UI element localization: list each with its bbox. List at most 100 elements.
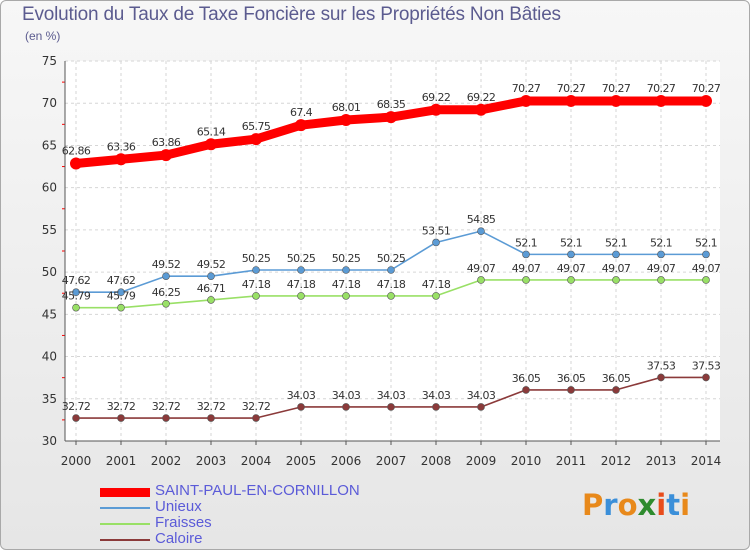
data-label: 63.36 — [107, 140, 136, 153]
data-label: 49.52 — [152, 258, 181, 271]
grid — [65, 60, 720, 442]
x-tick-label: 2001 — [106, 454, 137, 468]
data-label: 49.07 — [692, 262, 721, 275]
y-tick-label: 40 — [42, 350, 57, 364]
x-tick-label: 2002 — [151, 454, 182, 468]
data-point — [342, 266, 350, 274]
data-label: 34.03 — [287, 389, 316, 402]
data-point — [657, 373, 665, 382]
data-point — [117, 303, 125, 312]
data-label: 45.79 — [62, 290, 91, 303]
data-point — [117, 288, 125, 297]
data-point — [657, 250, 665, 259]
data-label: 47.18 — [242, 278, 271, 291]
y-tick-label: 35 — [42, 392, 57, 406]
y-tick-label: 65 — [42, 138, 57, 152]
logo-letter: o — [617, 488, 638, 522]
data-point — [297, 292, 305, 300]
data-label: 47.18 — [287, 278, 316, 291]
data-point — [432, 292, 440, 300]
data-point — [432, 238, 440, 247]
data-label: 32.72 — [152, 400, 181, 413]
data-point — [657, 276, 665, 284]
data-point — [475, 103, 487, 116]
data-label: 50.25 — [332, 252, 361, 265]
data-point — [162, 272, 170, 280]
data-point — [522, 386, 530, 394]
data-label: 49.07 — [602, 262, 631, 275]
chart-subtitle: (en %) — [25, 29, 61, 43]
data-label: 70.27 — [557, 82, 586, 95]
x-tick-label: 2009 — [466, 454, 497, 468]
data-label: 47.62 — [107, 274, 136, 287]
data-point — [115, 153, 127, 166]
data-point — [567, 276, 575, 284]
data-point — [297, 403, 305, 411]
x-tick-label: 2013 — [646, 454, 677, 468]
data-label: 47.18 — [332, 278, 361, 291]
data-point — [432, 403, 440, 411]
data-point — [117, 414, 125, 422]
data-label: 52.1 — [695, 236, 717, 249]
legend-swatch — [100, 507, 150, 509]
data-label: 50.25 — [242, 252, 271, 265]
data-point — [72, 288, 80, 297]
data-point — [702, 250, 710, 259]
data-point — [250, 133, 262, 146]
x-tick-label: 2004 — [241, 454, 272, 468]
data-point — [162, 299, 170, 308]
data-point — [522, 250, 530, 259]
data-point — [72, 303, 80, 312]
data-point — [295, 119, 307, 132]
logo-letter: r — [603, 488, 618, 522]
data-label: 49.07 — [512, 262, 541, 275]
y-tick-label: 30 — [42, 434, 57, 448]
data-label: 50.25 — [287, 252, 316, 265]
y-tick-label: 70 — [42, 96, 57, 110]
data-label: 37.53 — [647, 359, 676, 372]
data-label: 49.07 — [557, 262, 586, 275]
data-point — [430, 103, 442, 116]
data-label: 32.72 — [107, 400, 136, 413]
data-label: 34.03 — [332, 389, 361, 402]
data-point — [385, 111, 397, 124]
x-tick-label: 2010 — [511, 454, 542, 468]
x-tick-label: 2000 — [61, 454, 92, 468]
data-point — [207, 414, 215, 422]
proxiti-logo: Proxiti — [582, 488, 690, 522]
data-point — [477, 276, 485, 284]
series-group — [70, 94, 712, 422]
x-tick-label: 2007 — [376, 454, 407, 468]
data-point — [207, 272, 215, 280]
data-point — [252, 414, 260, 422]
data-label: 37.53 — [692, 359, 721, 372]
data-point — [387, 292, 395, 300]
data-label: 65.14 — [197, 125, 226, 138]
data-label: 46.25 — [152, 286, 181, 299]
data-label: 49.07 — [647, 262, 676, 275]
logo-letter: i — [680, 488, 691, 522]
data-label: 52.1 — [515, 236, 537, 249]
data-label: 47.18 — [377, 278, 406, 291]
data-point — [477, 227, 485, 235]
data-point — [297, 266, 305, 274]
data-point — [387, 403, 395, 411]
data-point — [610, 94, 622, 107]
data-point — [342, 292, 350, 300]
data-label: 32.72 — [62, 400, 91, 413]
data-point — [477, 403, 485, 411]
data-point — [252, 292, 260, 300]
data-label: 65.75 — [242, 120, 271, 133]
data-label: 62.86 — [62, 145, 91, 158]
data-label: 70.27 — [512, 82, 541, 95]
data-label: 45.79 — [107, 290, 136, 303]
data-label: 68.01 — [332, 101, 361, 114]
data-point — [702, 276, 710, 284]
data-label: 69.22 — [467, 91, 496, 104]
data-label: 49.07 — [467, 262, 496, 275]
data-point — [612, 386, 620, 394]
x-tick-label: 2014 — [691, 454, 722, 468]
data-label: 67.4 — [290, 106, 313, 119]
data-point — [342, 403, 350, 411]
x-tick-label: 2005 — [286, 454, 317, 468]
